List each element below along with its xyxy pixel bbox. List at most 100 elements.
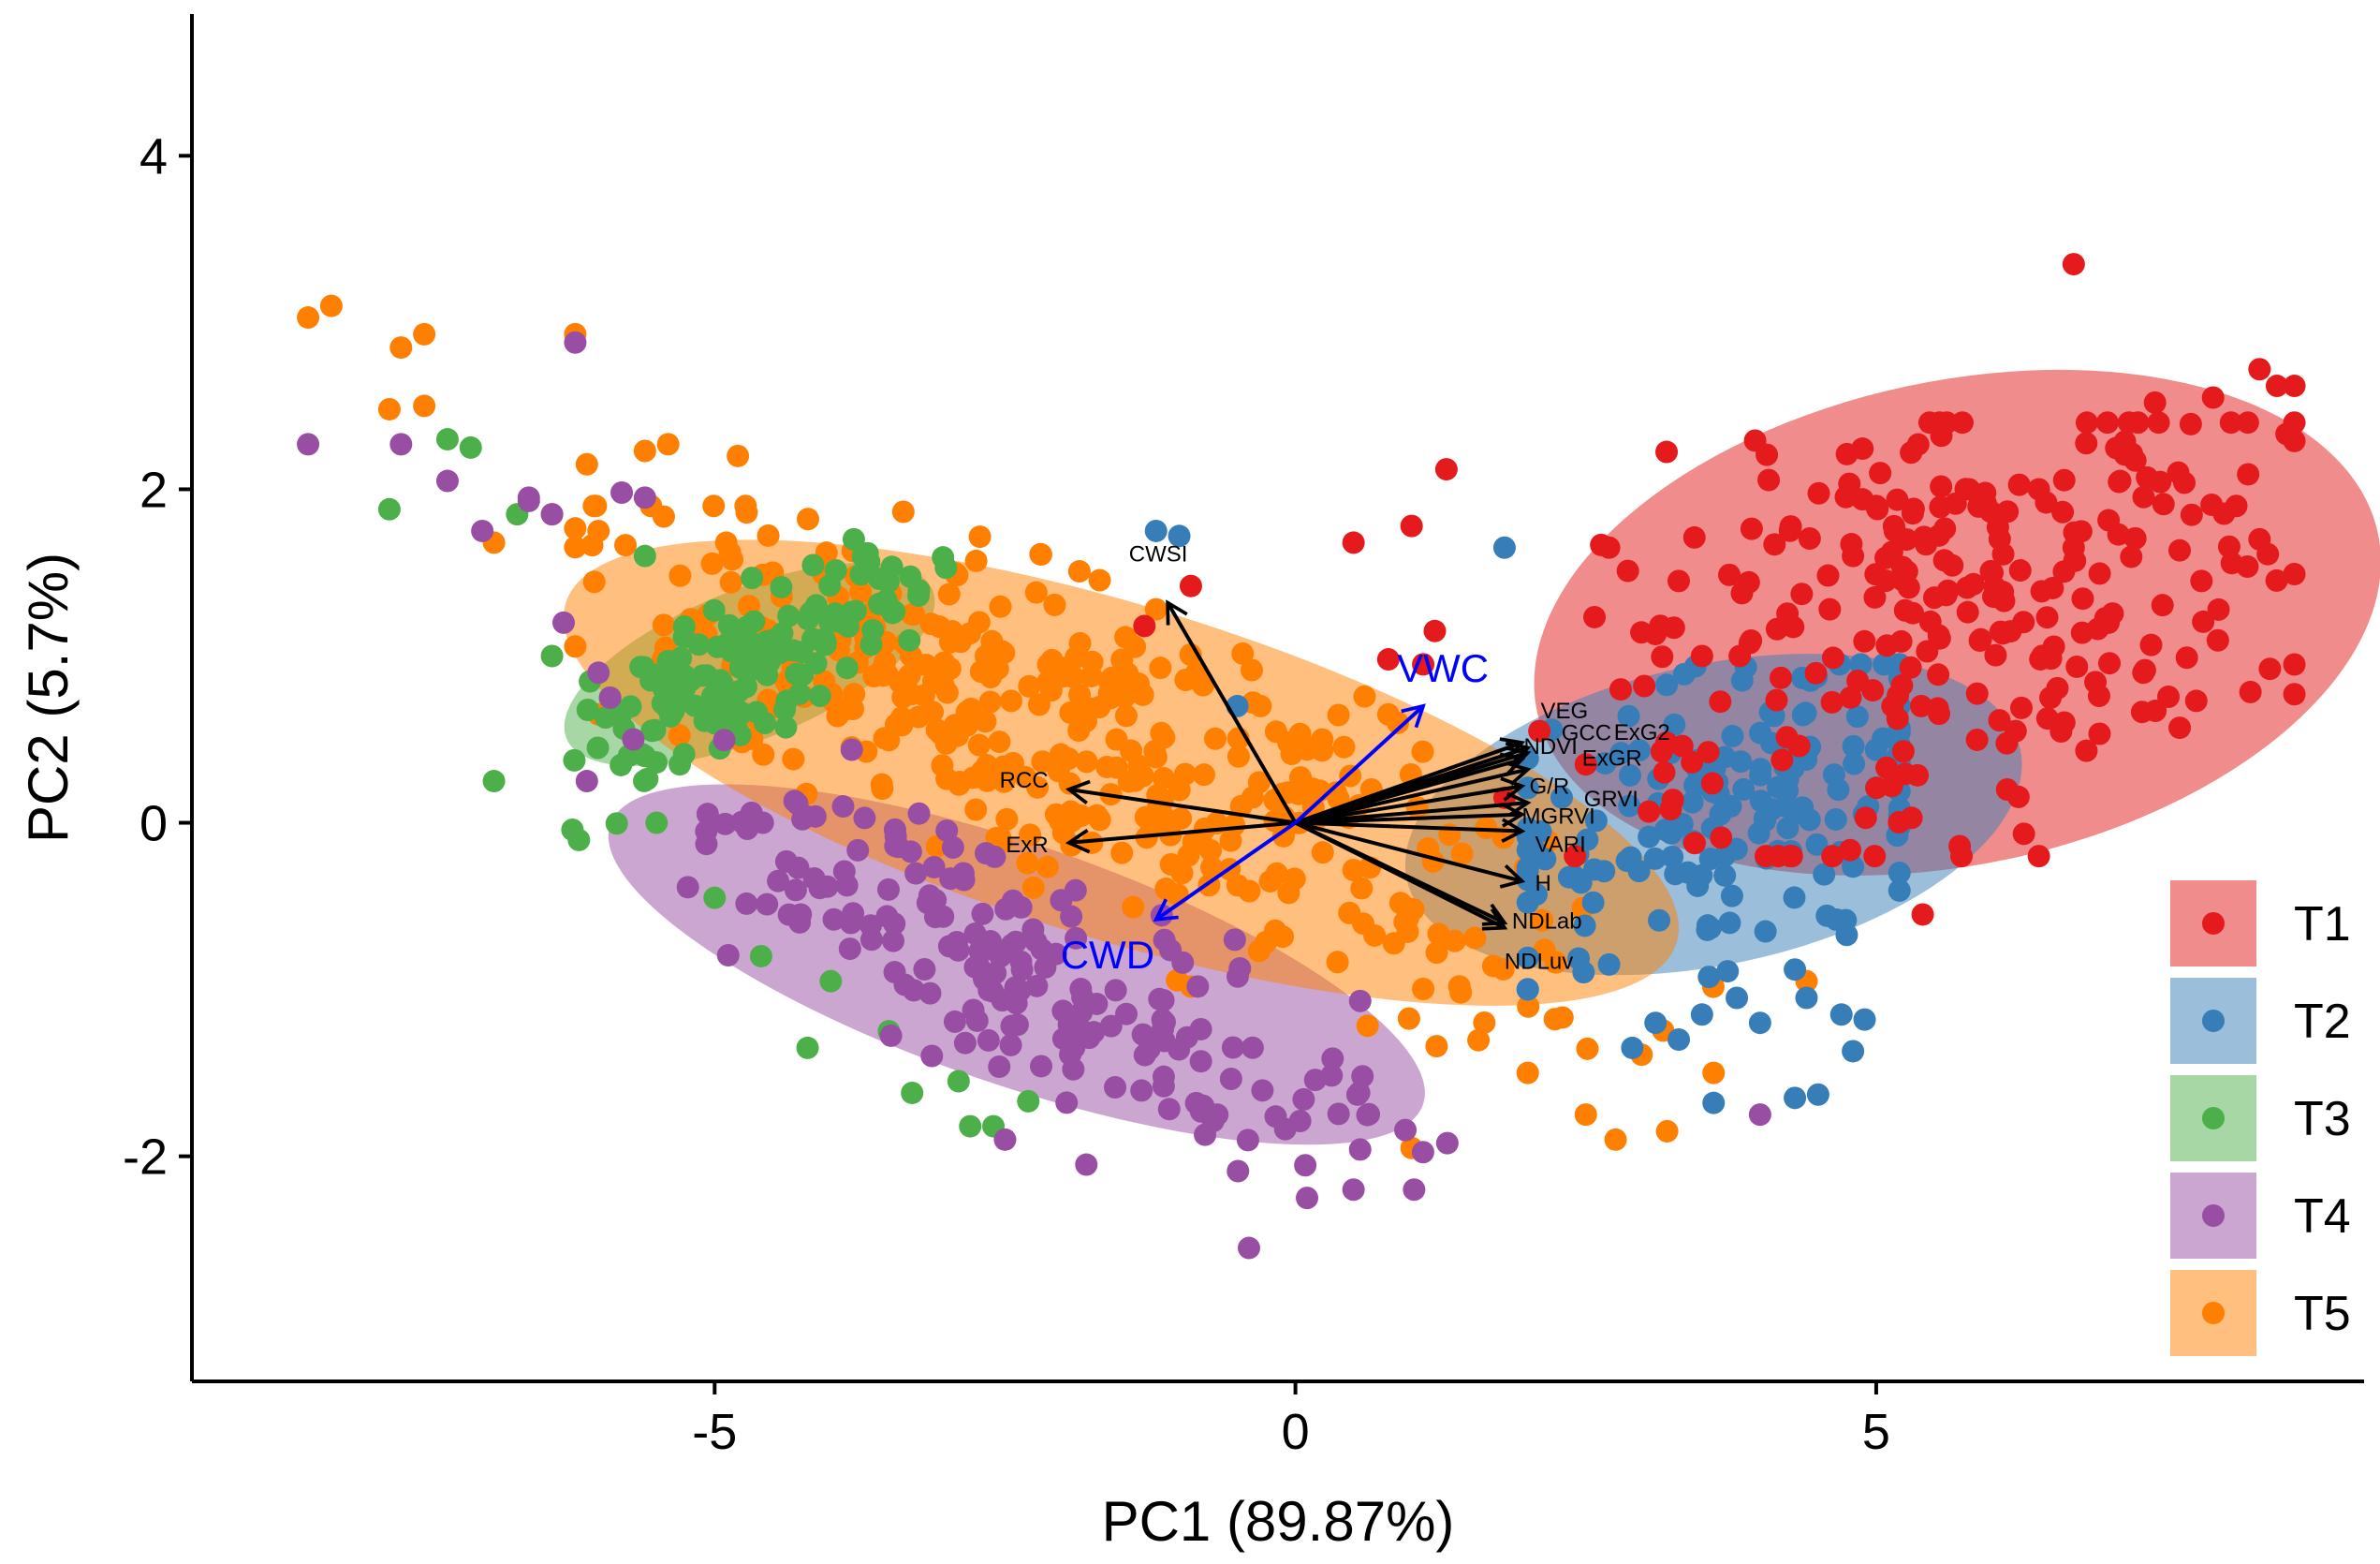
point-t4	[1104, 1075, 1127, 1099]
point-t4	[916, 892, 939, 915]
point-t5	[1397, 1007, 1420, 1030]
point-t4	[1296, 1187, 1319, 1210]
point-t4	[389, 433, 413, 456]
point-t4	[920, 1044, 944, 1068]
point-t1	[2236, 554, 2259, 578]
point-t3	[563, 748, 586, 772]
point-t5	[1238, 879, 1261, 903]
point-t5	[1067, 560, 1091, 583]
point-t1	[1765, 688, 1788, 712]
point-t3	[749, 944, 772, 967]
point-t1	[2283, 653, 2306, 676]
point-t3	[782, 639, 805, 662]
x-tick-label: 5	[1862, 1404, 1890, 1460]
loading-label-veg: VEG	[1541, 699, 1589, 724]
point-t5	[1182, 830, 1205, 853]
point-t5	[1332, 735, 1356, 759]
point-t5	[1068, 631, 1092, 655]
point-t4	[902, 979, 925, 1002]
point-t4	[540, 503, 564, 526]
y-tick-label: 2	[140, 462, 168, 518]
point-t5	[1463, 926, 1487, 950]
point-t1	[1936, 579, 1960, 602]
point-t1	[1851, 437, 1874, 461]
legend-marker	[2202, 1302, 2225, 1324]
point-t1	[2123, 526, 2147, 550]
point-t3	[861, 618, 885, 642]
point-t5	[1029, 543, 1052, 567]
point-t2	[1702, 1091, 1726, 1114]
point-t2	[1690, 1003, 1713, 1026]
point-t1	[2008, 559, 2032, 583]
x-tick-label: -5	[692, 1404, 737, 1460]
point-t2	[1644, 1011, 1667, 1035]
point-t5	[1475, 816, 1498, 839]
point-t4	[552, 611, 576, 634]
point-t2	[1672, 662, 1696, 686]
point-t1	[2031, 644, 2054, 668]
point-t4	[943, 1010, 966, 1033]
point-t1	[2248, 358, 2271, 381]
point-t5	[575, 452, 598, 476]
point-t1	[2201, 386, 2225, 409]
point-t4	[1303, 1069, 1327, 1092]
point-t4	[884, 834, 907, 858]
point-t1	[1757, 468, 1781, 492]
point-t2	[1654, 819, 1678, 842]
point-t2	[1667, 1028, 1691, 1051]
point-t1	[2012, 822, 2035, 846]
point-t2	[1795, 986, 1818, 1010]
point-t1	[2007, 473, 2031, 496]
point-t2	[1888, 861, 1911, 884]
point-t4	[1347, 1081, 1371, 1104]
point-t4	[1403, 1178, 1426, 1202]
point-t5	[946, 724, 969, 747]
point-t5	[1231, 642, 1255, 665]
loading-arrow-grvi	[1295, 791, 1532, 825]
point-t3	[576, 699, 599, 722]
point-t1	[1891, 740, 1915, 763]
point-t1	[1807, 481, 1830, 505]
point-t1	[1911, 903, 1934, 926]
point-t4	[1237, 1236, 1260, 1260]
point-t1	[1434, 458, 1458, 481]
point-t5	[1289, 766, 1313, 789]
point-t3	[849, 563, 873, 586]
point-t2	[1617, 704, 1640, 728]
point-t5	[1311, 841, 1334, 864]
point-t1	[1869, 462, 1892, 485]
point-t1	[2212, 502, 2236, 525]
point-t5	[870, 658, 893, 682]
point-t4	[952, 868, 976, 892]
point-t4	[1348, 1138, 1372, 1161]
point-t5	[1574, 1103, 1597, 1127]
point-t5	[1079, 697, 1102, 720]
point-t3	[645, 811, 668, 834]
point-t5	[1342, 858, 1365, 881]
point-t1	[1840, 533, 1863, 556]
point-t5	[1382, 932, 1405, 955]
point-t2	[1842, 1040, 1865, 1063]
loading-arrow-ndluv	[1294, 820, 1508, 931]
point-t5	[969, 660, 992, 684]
point-t2	[1550, 786, 1573, 809]
point-t1	[1834, 485, 1858, 509]
point-t5	[1018, 674, 1041, 698]
point-t2	[1754, 920, 1777, 943]
point-t1	[2192, 610, 2215, 633]
loading-arrow-vari	[1295, 818, 1526, 843]
point-t3	[777, 604, 801, 627]
point-t4	[1251, 1079, 1274, 1102]
point-t1	[2175, 646, 2198, 670]
loading-label-cwsi: CWSI	[1129, 542, 1188, 568]
point-t5	[297, 306, 320, 330]
point-t1	[1682, 525, 1706, 549]
point-t1	[1965, 728, 1989, 751]
point-t2	[1573, 914, 1596, 937]
loading-arrow-exgr	[1295, 761, 1532, 825]
point-t2	[1594, 751, 1617, 775]
point-t3	[702, 598, 726, 622]
point-t4	[953, 1031, 977, 1055]
point-t1	[1616, 559, 1639, 583]
